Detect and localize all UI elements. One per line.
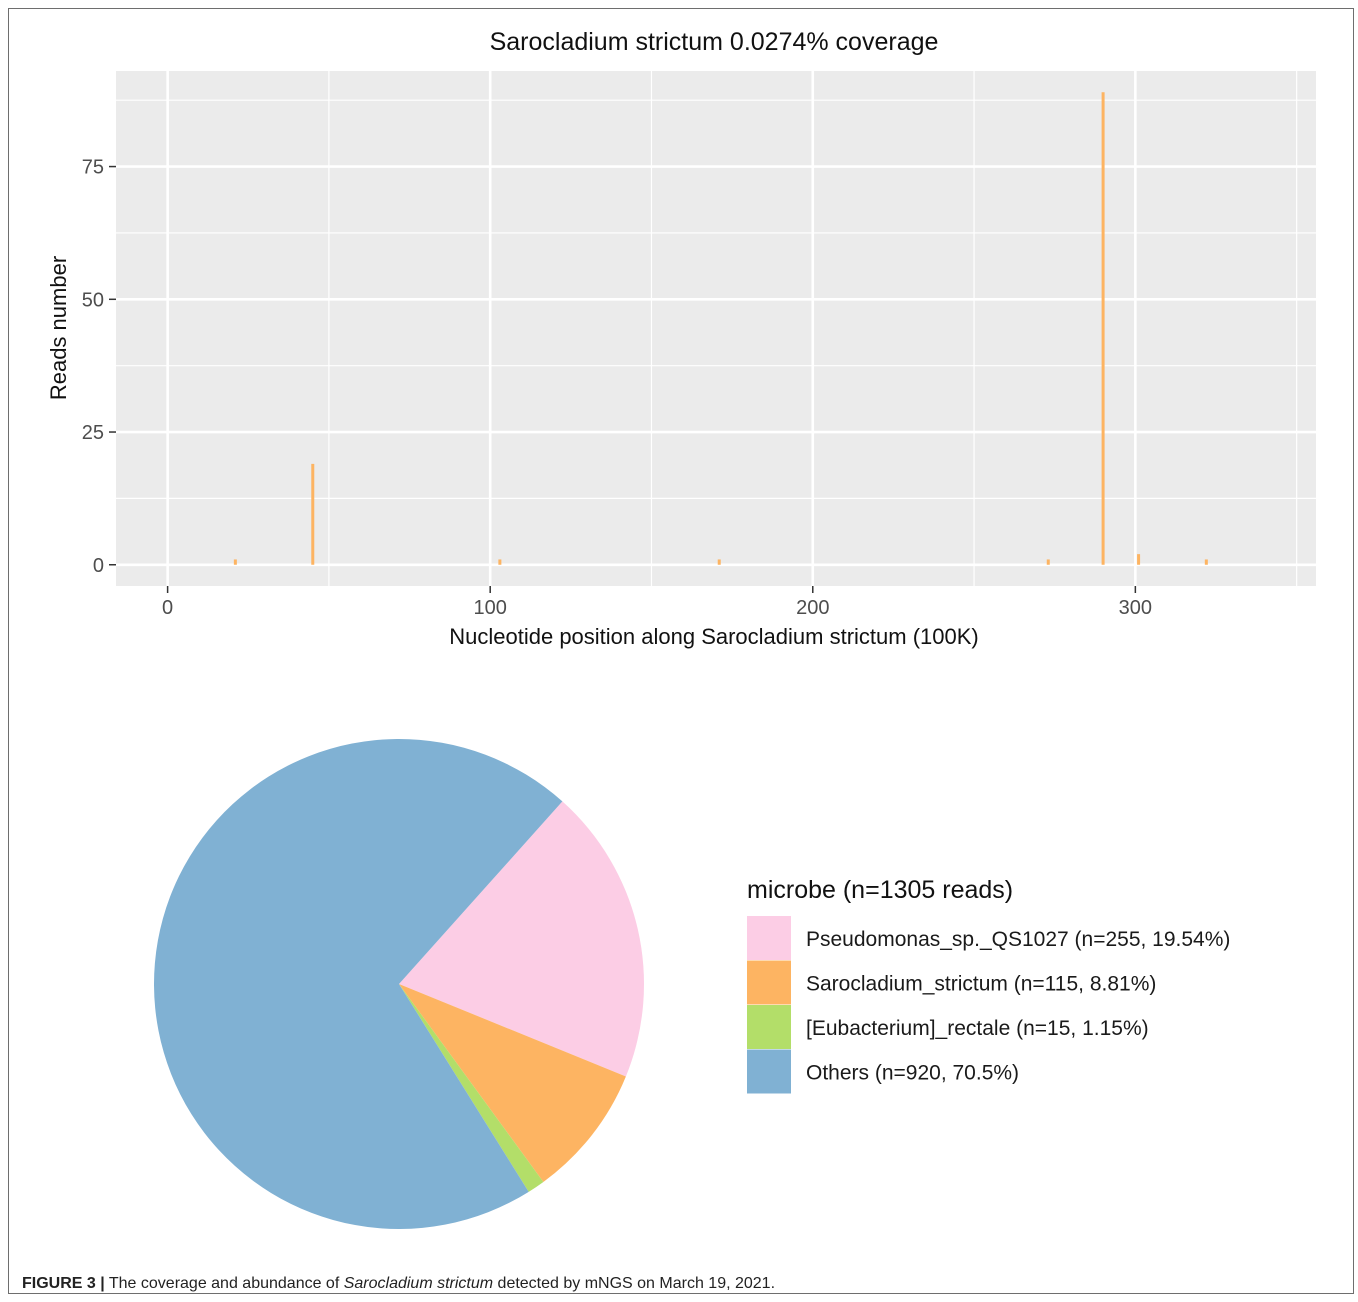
y-tick-label: 0 — [93, 555, 104, 577]
x-tick-label: 0 — [162, 597, 173, 619]
caption-species: Sarocladium strictum — [343, 1275, 494, 1292]
legend-swatch — [747, 1049, 791, 1094]
caption-text-after: detected by mNGS on March 19, 2021. — [493, 1275, 776, 1292]
figure-frame — [8, 8, 1354, 1294]
legend-items: Pseudomonas_sp._QS1027 (n=255, 19.54%) Sa… — [747, 916, 1230, 1094]
coverage-plot-panel — [116, 71, 1316, 586]
y-tick-label: 75 — [82, 157, 104, 179]
caption-label: FIGURE 3 | — [22, 1275, 105, 1292]
pie-slices — [153, 738, 644, 1229]
legend-swatch — [747, 1005, 791, 1049]
coverage-bar — [1204, 559, 1208, 565]
coverage-bar — [1101, 92, 1105, 565]
coverage-gridlines — [116, 71, 1316, 586]
y-tick-label: 25 — [82, 422, 104, 444]
x-tick-label: 100 — [474, 597, 507, 619]
legend-label: Others (n=920, 70.5%) — [806, 1062, 1019, 1085]
abundance-pie-chart — [153, 738, 644, 1229]
figure-caption: FIGURE 3 | The coverage and abundance of… — [22, 1275, 775, 1293]
legend-swatch — [747, 960, 791, 1005]
coverage-x-axis-label: Nucleotide position along Sarocladium st… — [449, 624, 978, 649]
coverage-bar — [498, 559, 502, 565]
legend-swatch — [747, 916, 791, 960]
x-tick-label: 200 — [796, 597, 829, 619]
pie-slice — [399, 801, 644, 1077]
caption-text-before: The coverage and abundance of — [104, 1275, 344, 1292]
coverage-chart-title: Sarocladium strictum 0.0274% coverage — [490, 28, 939, 56]
coverage-bar — [311, 463, 315, 565]
pie-slice — [399, 984, 544, 1192]
y-tick-label: 50 — [82, 289, 104, 311]
legend-label: [Eubacterium]_rectale (n=15, 1.15%) — [806, 1017, 1149, 1040]
coverage-bar — [1046, 559, 1050, 565]
coverage-bar — [717, 559, 721, 565]
coverage-axes: 0 25 50 75 0 100 200 300 — [82, 157, 1152, 619]
coverage-bar — [233, 559, 237, 565]
coverage-y-axis-label: Reads number — [46, 256, 71, 400]
pie-slice — [153, 738, 563, 1229]
x-tick-label: 300 — [1119, 597, 1152, 619]
coverage-bar — [1137, 554, 1141, 565]
coverage-chart: 0 25 50 75 0 100 200 300 Sarocladium strictum 0… — [46, 28, 1316, 649]
pie-legend: microbe (n=1305 reads) Pseudomonas_sp._Q… — [747, 876, 1230, 1094]
legend-label: Pseudomonas_sp._QS1027 (n=255, 19.54%) — [806, 928, 1230, 951]
pie-slice — [399, 984, 626, 1182]
legend-title: microbe (n=1305 reads) — [747, 876, 1013, 904]
legend-label: Sarocladium_strictum (n=115, 8.81%) — [806, 973, 1156, 996]
coverage-bars — [233, 92, 1208, 565]
